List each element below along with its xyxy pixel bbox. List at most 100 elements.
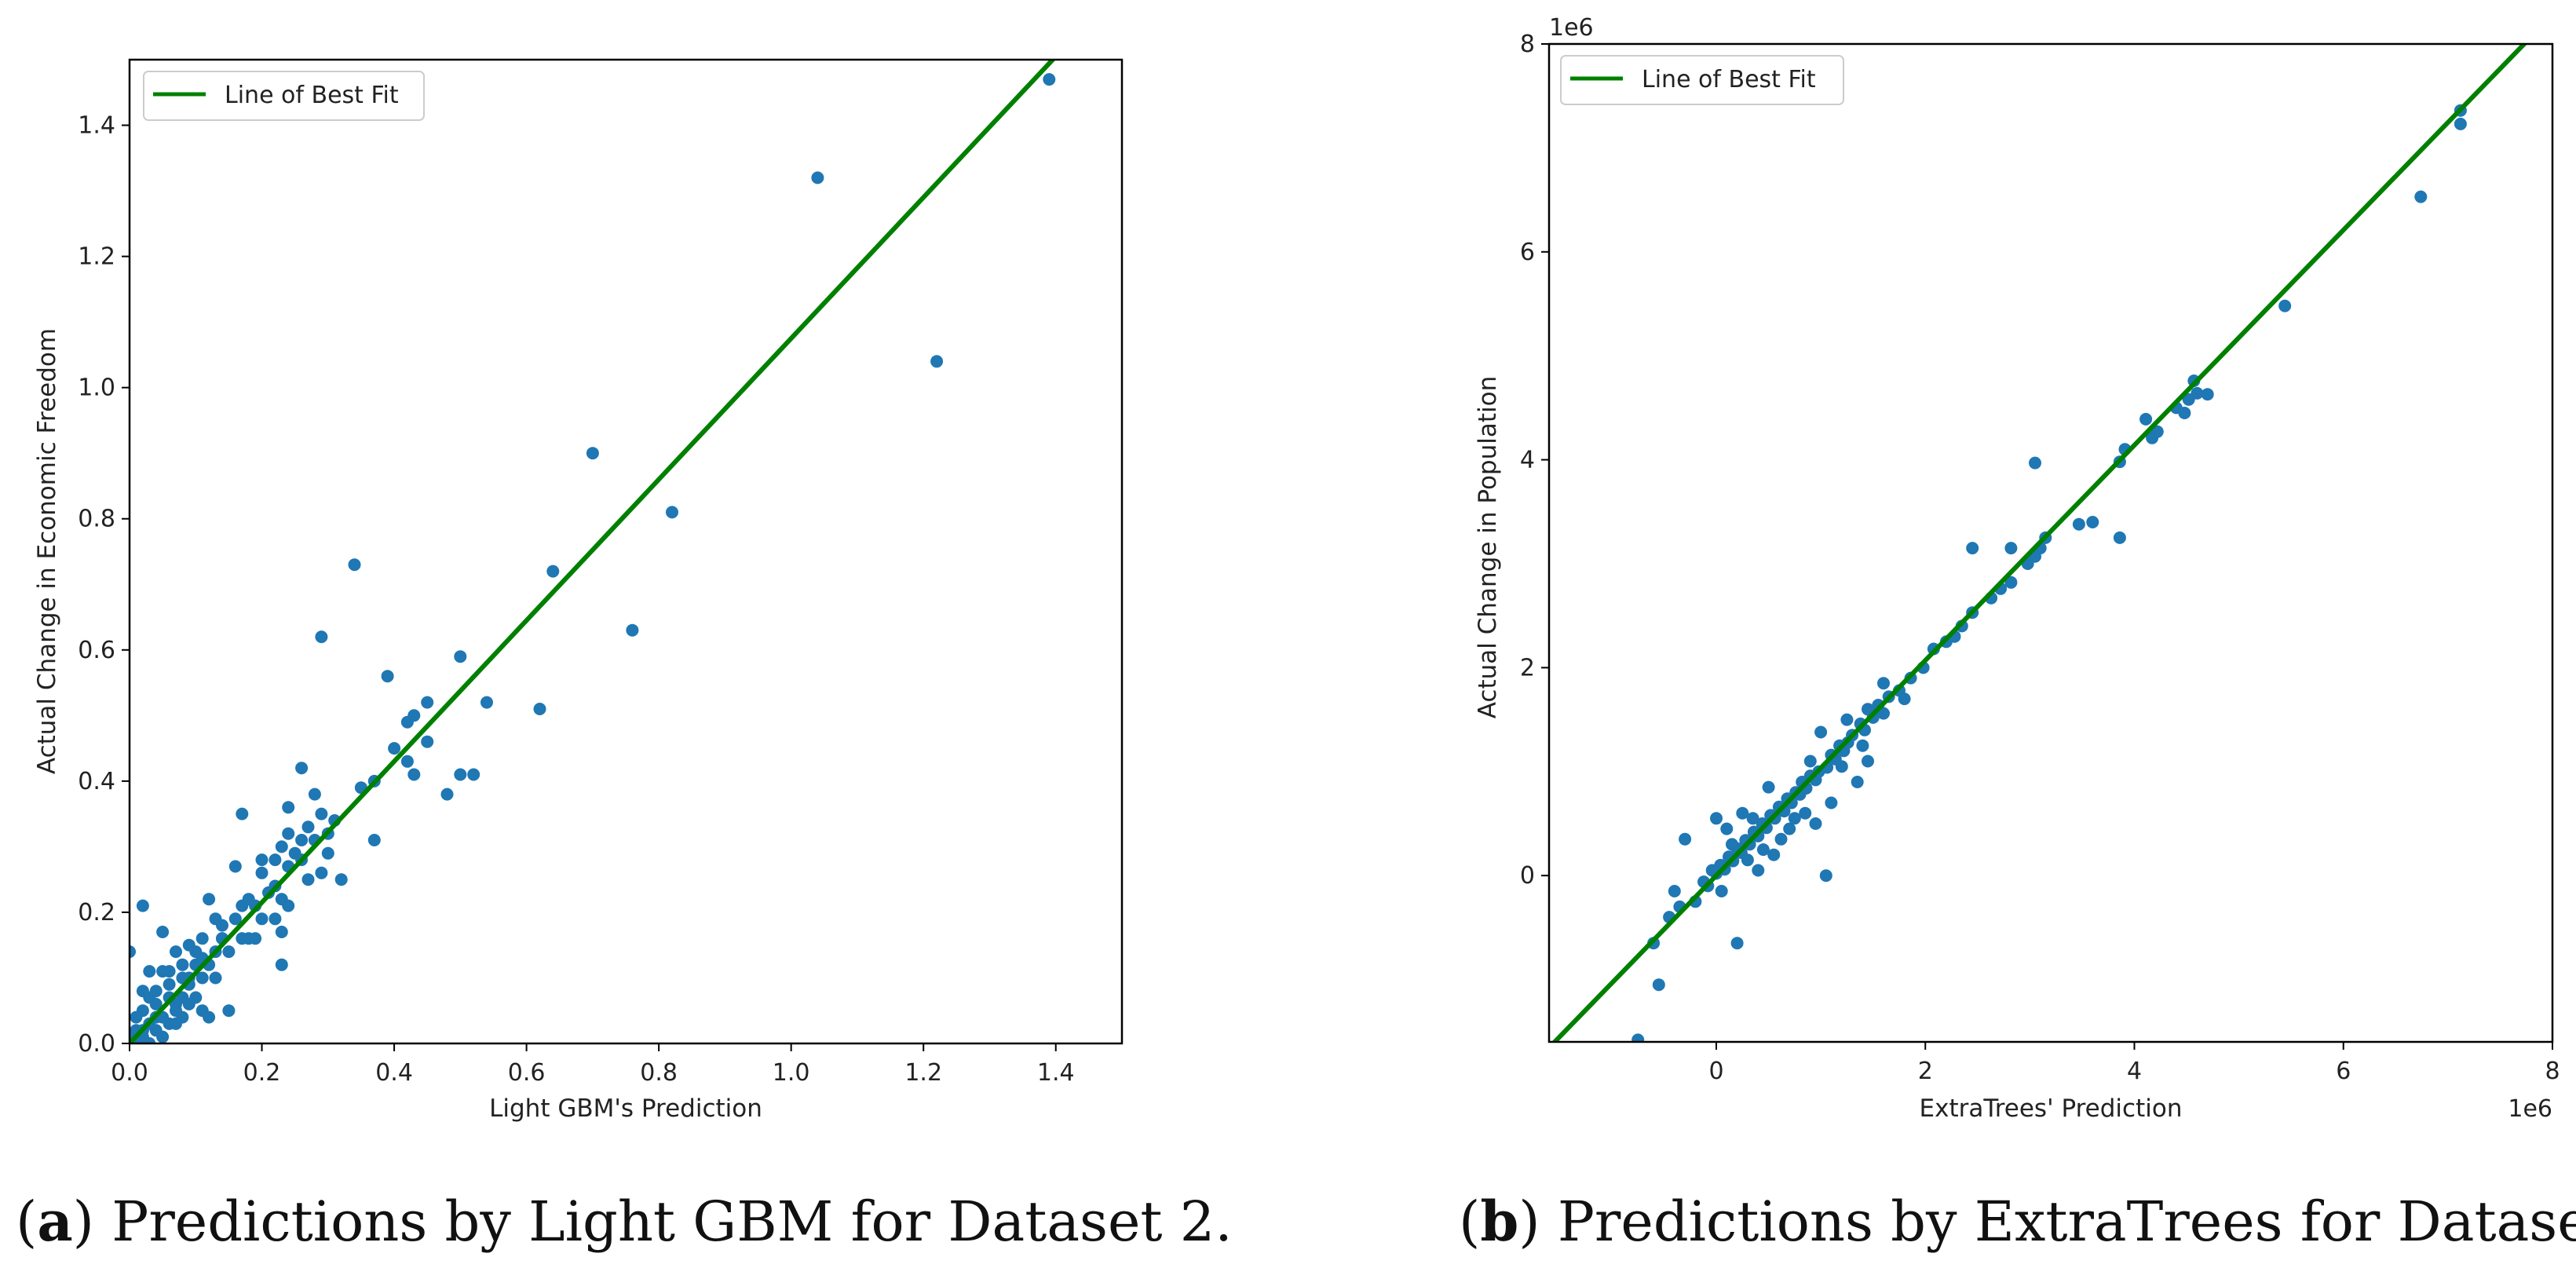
- data-point-b-103: [1762, 780, 1775, 794]
- data-point-b-18: [2029, 456, 2041, 470]
- data-point-a-103: [143, 1037, 156, 1043]
- data-point-a-17: [400, 755, 414, 768]
- data-point-b-90: [1679, 832, 1692, 846]
- y-tick-label-a-4: 0.8: [78, 506, 115, 533]
- data-point-b-91: [1668, 885, 1681, 897]
- data-point-b-95: [1631, 1033, 1645, 1042]
- data-point-b-82: [1819, 869, 1832, 882]
- y-ticks-b: 0 2 4 6 8: [1520, 31, 1549, 890]
- data-point-a-50: [282, 899, 295, 912]
- data-point-a-9: [315, 630, 328, 644]
- x-tick-label-a-5: 1.0: [773, 1059, 810, 1087]
- y-axis-label-a: Actual Change in Economic Freedom: [33, 328, 61, 774]
- data-point-a-116: [242, 932, 255, 945]
- data-point-a-27: [282, 801, 295, 814]
- data-point-b-93: [1652, 978, 1665, 992]
- data-point-a-18: [421, 735, 434, 748]
- x-ticks-a: 0.0 0.2 0.4 0.6 0.8 1.0 1.2 1.4: [111, 1043, 1075, 1087]
- data-point-a-31: [301, 820, 315, 834]
- data-point-b-40: [1862, 703, 1874, 716]
- data-point-a-60: [209, 912, 222, 926]
- y-tick-label-a-0: 0.0: [78, 1030, 115, 1058]
- caption-b: (b) Predictions by ExtraTrees for Datase…: [1459, 1189, 2576, 1254]
- data-point-a-59: [203, 893, 216, 906]
- data-point-a-104: [170, 1017, 182, 1030]
- data-point-b-15: [2113, 531, 2126, 544]
- data-point-a-21: [467, 768, 480, 781]
- data-point-b-114: [1715, 885, 1728, 897]
- plot-area-a: [130, 60, 1122, 1043]
- data-point-b-24: [1966, 542, 1979, 555]
- caption-a: (a) Predictions by Light GBM for Dataset…: [16, 1189, 1233, 1254]
- data-point-b-89: [1710, 812, 1723, 825]
- x-tick-label-a-7: 1.4: [1037, 1059, 1075, 1087]
- data-point-a-6: [626, 623, 639, 637]
- y-tick-label-a-1: 0.2: [78, 899, 115, 926]
- data-point-b-25: [2004, 576, 2018, 589]
- data-point-a-11: [480, 696, 493, 709]
- data-point-b-50: [1814, 725, 1828, 739]
- y-tick-label-b-1: 2: [1520, 654, 1535, 682]
- x-axis-label-a: Light GBM's Prediction: [489, 1094, 762, 1123]
- data-point-a-53: [236, 807, 249, 820]
- data-point-b-4: [2201, 388, 2214, 401]
- data-point-b-16: [2086, 516, 2099, 528]
- data-point-a-0: [1043, 73, 1056, 86]
- data-point-a-19: [407, 768, 421, 781]
- data-point-a-42: [315, 866, 328, 879]
- data-point-a-79: [163, 977, 176, 991]
- data-point-b-112: [1803, 755, 1817, 768]
- data-point-b-113: [1746, 812, 1759, 825]
- fit-line-group-a: [130, 60, 1056, 1043]
- data-point-a-22: [440, 787, 454, 801]
- data-point-a-7: [533, 703, 546, 715]
- data-point-a-73: [195, 971, 209, 985]
- data-point-a-70: [143, 965, 156, 978]
- x-tick-label-a-1: 0.2: [243, 1059, 281, 1087]
- fit-line-group-b: [1551, 44, 2528, 1042]
- data-point-b-88: [1730, 937, 1744, 950]
- legend-box-a: [143, 71, 425, 121]
- data-point-a-109: [170, 1004, 182, 1018]
- data-point-a-88: [182, 997, 195, 1010]
- data-point-b-17: [2072, 517, 2085, 531]
- data-point-a-40: [334, 873, 348, 886]
- data-point-a-52: [255, 912, 269, 926]
- data-point-b-105: [1840, 713, 1854, 726]
- plot-frame-a: [128, 58, 1124, 1045]
- y-tick-label-a-7: 1.4: [78, 112, 115, 140]
- data-point-a-13: [421, 696, 434, 709]
- x-ticks-b: 0 2 4 6 8: [1708, 1042, 2560, 1085]
- data-point-b-81: [1862, 755, 1874, 768]
- best-fit-line-b: [1551, 44, 2528, 1042]
- data-point-b-22: [2004, 542, 2018, 555]
- data-point-b-98: [1720, 822, 1734, 835]
- data-point-b-84: [1788, 812, 1801, 825]
- data-point-a-41: [301, 873, 315, 886]
- data-point-a-1: [811, 171, 824, 185]
- data-point-a-37: [275, 840, 288, 853]
- data-point-a-44: [255, 866, 269, 879]
- data-point-a-5: [546, 565, 560, 578]
- data-point-b-101: [1799, 806, 1812, 820]
- data-point-b-12: [2139, 412, 2153, 426]
- data-point-a-36: [255, 853, 269, 867]
- data-point-b-87: [1736, 806, 1749, 820]
- legend-b: Line of Best Fit: [1560, 55, 1844, 105]
- x-tick-label-a-0: 0.0: [111, 1059, 148, 1087]
- data-point-a-4: [666, 506, 678, 519]
- data-point-a-2: [930, 355, 944, 368]
- data-point-a-77: [130, 945, 136, 959]
- data-point-b-104: [1783, 822, 1796, 835]
- x-tick-label-a-6: 1.2: [904, 1059, 942, 1087]
- data-point-a-95: [130, 1010, 143, 1024]
- data-point-b-100: [1774, 832, 1788, 846]
- data-point-a-76: [136, 899, 149, 912]
- y-offset-label-b: 1e6: [1549, 14, 1594, 42]
- legend-box-b: [1560, 55, 1844, 105]
- x-tick-label-a-4: 0.8: [640, 1059, 678, 1087]
- data-point-a-28: [308, 787, 321, 801]
- caption-b-text: Predictions by ExtraTrees for Dataset 3.: [1558, 1189, 2576, 1254]
- data-point-a-15: [400, 715, 414, 729]
